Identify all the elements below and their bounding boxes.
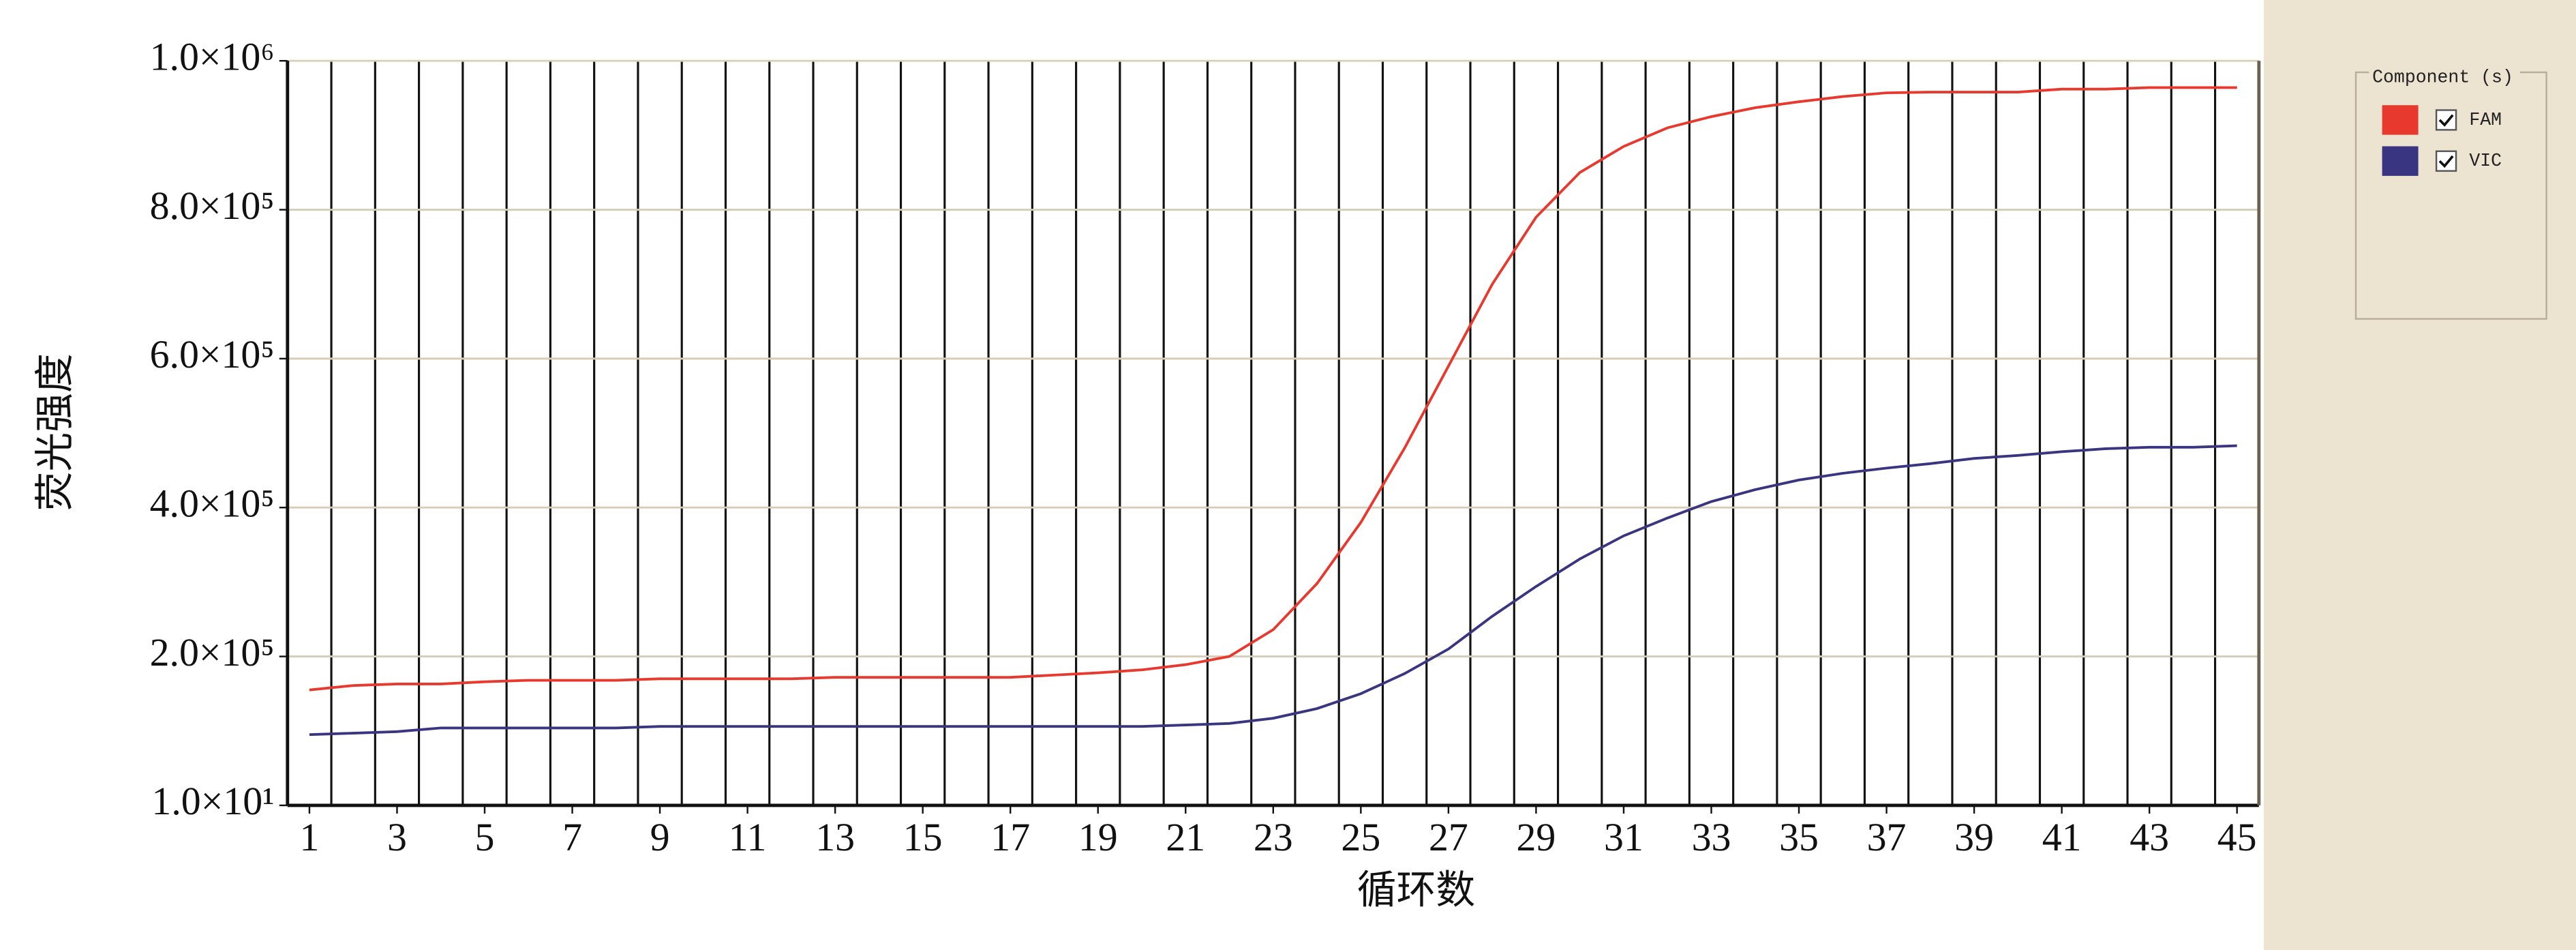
x-tick-label: 41 — [2042, 815, 2082, 859]
side-panel — [2264, 0, 2576, 950]
x-tick-label: 35 — [1779, 815, 1819, 859]
legend-title-bg — [2369, 65, 2521, 83]
legend-checkbox[interactable] — [2435, 109, 2457, 131]
x-tick-label: 1 — [299, 815, 319, 859]
x-tick-label: 11 — [729, 815, 767, 859]
x-tick-label: 7 — [562, 815, 582, 859]
legend-label: FAM — [2469, 110, 2502, 130]
y-tick-label: 8.0×10⁵ — [150, 183, 275, 228]
x-tick-label: 23 — [1254, 815, 1293, 859]
x-tick-label: 31 — [1604, 815, 1643, 859]
legend-checkbox[interactable] — [2435, 150, 2457, 172]
legend-title: Component (s) — [2372, 67, 2513, 87]
x-tick-label: 9 — [650, 815, 670, 859]
checkmark — [2438, 155, 2454, 168]
x-tick-label: 5 — [475, 815, 495, 859]
y-tick-label: 6.0×10⁵ — [150, 332, 275, 376]
x-tick-label: 15 — [903, 815, 943, 859]
x-tick-label: 33 — [1692, 815, 1731, 859]
y-tick-label: 4.0×10⁵ — [150, 481, 275, 526]
x-axis-label: 循环数 — [1357, 867, 1475, 912]
x-tick-label: 37 — [1867, 815, 1907, 859]
y-tick-label: 2.0×10⁵ — [150, 630, 275, 674]
x-tick-label: 3 — [387, 815, 407, 859]
y-tick-label: 1.0×10⁶ — [150, 34, 275, 78]
legend-swatch — [2382, 105, 2419, 135]
series-line — [309, 444, 2237, 737]
series-line — [309, 86, 2237, 692]
x-tick-label: 45 — [2217, 815, 2257, 859]
x-tick-label: 25 — [1341, 815, 1380, 859]
legend-label: VIC — [2469, 151, 2502, 171]
x-tick-label: 39 — [1954, 815, 1994, 859]
checkmark — [2438, 114, 2454, 127]
y-axis-label: 荧光强度 — [33, 353, 77, 511]
x-tick-label: 13 — [815, 815, 855, 859]
x-tick-label: 17 — [990, 815, 1030, 859]
legend-swatch — [2382, 146, 2419, 176]
x-tick-label: 21 — [1166, 815, 1205, 859]
x-tick-label: 27 — [1429, 815, 1468, 859]
x-tick-label: 43 — [2130, 815, 2169, 859]
y-tick-label: 1.0×10¹ — [151, 779, 274, 823]
plot-area — [287, 61, 2259, 805]
x-tick-label: 19 — [1078, 815, 1118, 859]
x-tick-label: 29 — [1517, 815, 1556, 859]
